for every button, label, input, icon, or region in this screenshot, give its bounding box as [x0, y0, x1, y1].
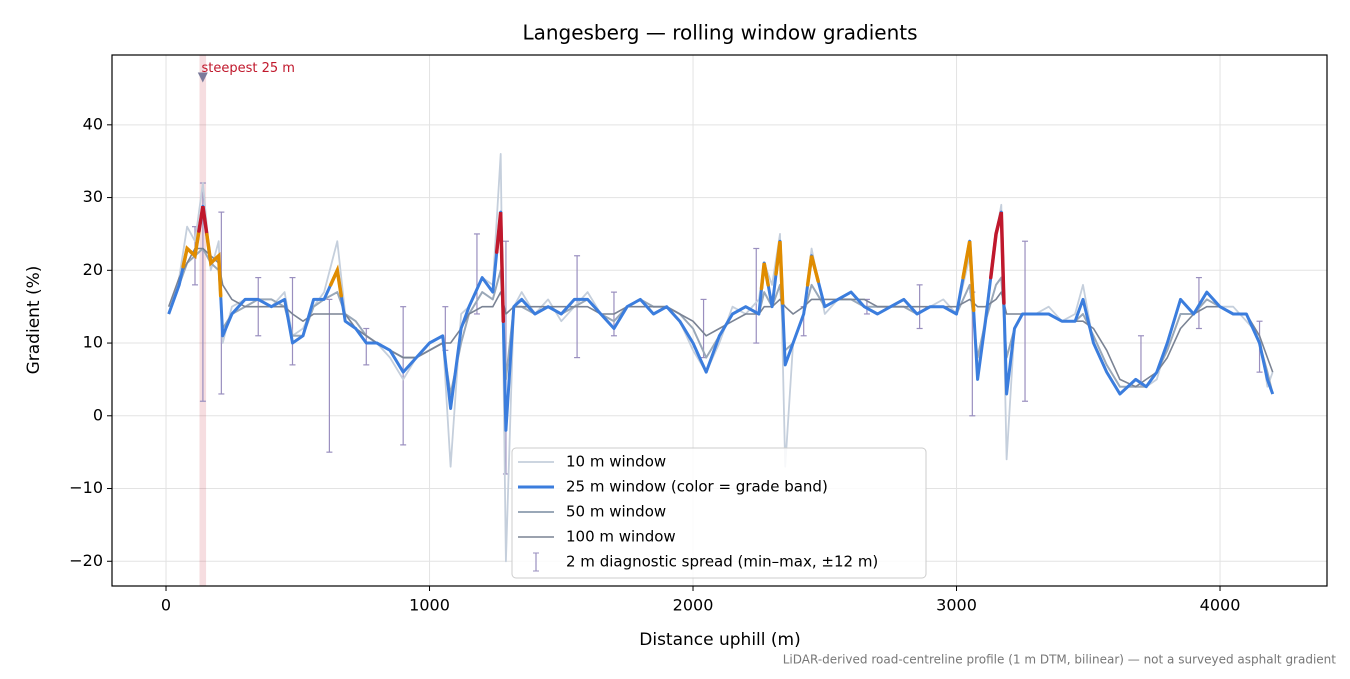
grade-band-segment — [181, 245, 193, 269]
series-line — [167, 153, 1274, 563]
y-tick-label: −20 — [69, 551, 103, 570]
plot-frame — [111, 54, 1328, 587]
legend-box — [511, 447, 927, 579]
grade-band-segment — [205, 232, 217, 267]
grade-band-segment — [961, 240, 976, 313]
x-tick-label: 2000 — [673, 596, 714, 615]
legend-label: 25 m window (color = grade band) — [566, 478, 828, 496]
y-tick-label: 0 — [93, 405, 103, 424]
legend-label: 10 m window — [566, 453, 666, 471]
chart-title: Langesberg — rolling window gradients — [522, 21, 917, 45]
y-axis-label: Gradient (%) — [24, 266, 44, 375]
legend-label: 100 m window — [566, 528, 676, 546]
legend-label: 50 m window — [566, 503, 666, 521]
series-layer — [167, 55, 1275, 586]
grade-band-segment — [494, 211, 506, 323]
grade-band-segment — [774, 241, 785, 305]
grade-band-segment — [328, 264, 343, 298]
steepest-marker — [197, 72, 208, 83]
grade-band-segment — [805, 255, 820, 287]
y-tick-label: 40 — [83, 114, 103, 133]
grade-band-segment — [989, 221, 1001, 280]
legend-label: 2 m diagnostic spread (min–max, ±12 m) — [566, 553, 878, 571]
steepest-label: steepest 25 m — [201, 61, 294, 76]
grade-band-segment — [996, 211, 1006, 305]
grade-band-segment — [189, 229, 201, 260]
y-tick-label: 30 — [83, 187, 103, 206]
x-tick-label: 1000 — [409, 596, 450, 615]
footnote: LiDAR-derived road-centreline profile (1… — [783, 653, 1337, 667]
x-tick-label: 0 — [161, 596, 171, 615]
y-tick-label: −10 — [69, 478, 103, 497]
grade-band-segment — [197, 206, 209, 237]
y-tick-label: 10 — [83, 333, 103, 352]
series-line — [167, 247, 1274, 388]
grade-band-segment — [759, 262, 770, 291]
x-axis-label: Distance uphill (m) — [639, 630, 800, 650]
x-tick-label: 4000 — [1200, 596, 1241, 615]
y-tick-label: 20 — [83, 260, 103, 279]
grade-band-segment — [213, 251, 223, 298]
x-tick-label: 3000 — [936, 596, 977, 615]
